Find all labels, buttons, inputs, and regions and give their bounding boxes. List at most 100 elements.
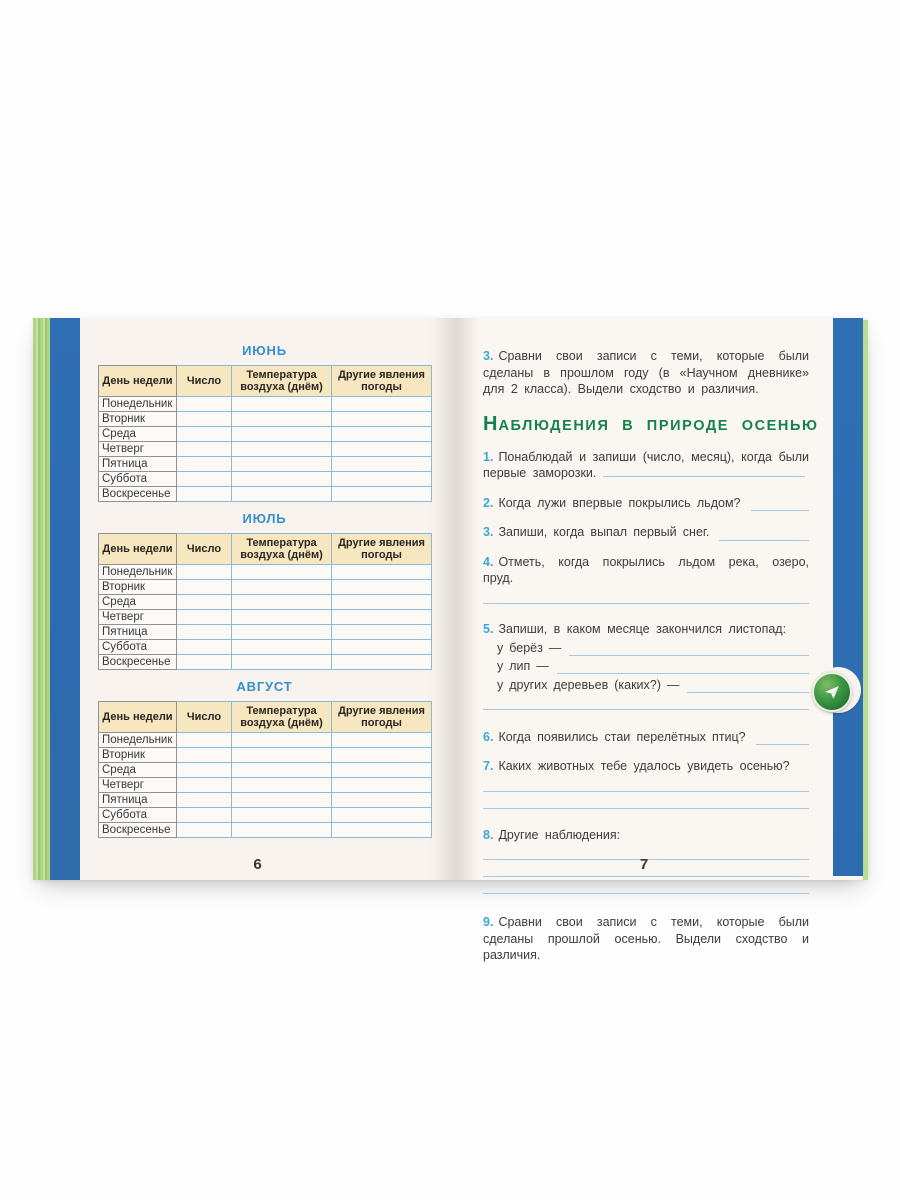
task-text: Каких животных тебе удалось увидеть осен… (498, 759, 790, 773)
task-number: 8. (483, 827, 494, 842)
subline-label: у лип — (497, 659, 549, 673)
blank-cell (176, 822, 232, 838)
blank-cell (176, 471, 232, 487)
blank-cell (231, 732, 332, 748)
task-number: 1. (483, 449, 494, 464)
task-text: Отметь, когда покрылись льдом река, озер… (483, 554, 809, 586)
header-row: День недели Число Температура воздуха (д… (98, 701, 432, 733)
blank-cell (176, 762, 232, 778)
blank-cell (176, 777, 232, 793)
col-header-temp: Температура воздуха (днём) (231, 701, 332, 733)
blank-cell (176, 441, 232, 457)
table-row: Вторник (98, 747, 432, 763)
blank-cell (331, 639, 432, 655)
weather-table-june: День недели Число Температура воздуха (д… (98, 365, 432, 502)
col-header-day: День недели (98, 365, 177, 397)
blank-cell (231, 579, 332, 595)
blank-cell (176, 486, 232, 502)
cover-edge-right (833, 318, 863, 876)
blank-cell (331, 732, 432, 748)
heading-rest: АБЛЮДЕНИЯ В ПРИРОДЕ ОСЕНЬЮ (498, 417, 819, 434)
blank-cell (331, 396, 432, 412)
blank-cell (231, 747, 332, 763)
month-title-august: АВГУСТ (236, 679, 293, 694)
page-number-right: 7 (639, 856, 649, 873)
header-row: День недели Число Температура воздуха (д… (98, 365, 432, 397)
task-number: 9. (483, 915, 494, 929)
task-text: 3. Запиши, когда выпал первый снег. (483, 525, 710, 539)
page-7: 3. Сравни свои записи с теми, которые был… (455, 318, 833, 962)
day-cell: Пятница (98, 624, 177, 640)
blank-cell (231, 411, 332, 427)
header-row: День недели Число Температура воздуха (д… (98, 533, 432, 565)
page-number-left: 6 (253, 856, 262, 873)
cover-edge-left (50, 318, 80, 880)
day-cell: Пятница (98, 456, 177, 472)
table-row: Суббота (98, 639, 432, 655)
blank-cell (231, 441, 332, 457)
day-cell: Четверг (98, 441, 177, 457)
day-cell: Вторник (98, 411, 177, 427)
task-number: 7. (483, 759, 494, 773)
table-row: Пятница (98, 624, 432, 640)
task-number: 3. (483, 349, 494, 363)
col-header-day: День недели (98, 533, 177, 565)
task-number: 3. (483, 525, 494, 539)
blank-cell (176, 792, 232, 808)
table-row: Среда (98, 762, 432, 778)
task-3-carryover: 3. Сравни свои записи с теми, которые был… (483, 348, 809, 398)
blank-cell (331, 807, 432, 823)
day-cell: Суббота (98, 471, 177, 487)
task-text: Сравни свои записи с теми, которые были … (483, 915, 809, 962)
blank-cell (231, 777, 332, 793)
col-header-other: Другие явления погоды (331, 365, 432, 397)
blank-cell (231, 762, 332, 778)
blank-cell (231, 594, 332, 610)
task-text: 2. Когда лужи впервые покрылись льдом? (483, 495, 741, 510)
page-edges-right (863, 320, 868, 880)
month-title-june: ИЮНЬ (242, 343, 287, 358)
table-row: Воскресенье (98, 822, 432, 838)
blank-cell (331, 456, 432, 472)
table-row: Среда (98, 594, 432, 610)
blank-cell (231, 396, 332, 412)
table-row: Воскресенье (98, 654, 432, 670)
blank-cell (331, 471, 432, 487)
blank-cell (231, 807, 332, 823)
task-4: 4. Отметь, когда покрылись льдом река, оз… (483, 554, 809, 587)
blank-cell (331, 762, 432, 778)
blank-cell (231, 654, 332, 670)
blank-cell (331, 654, 432, 670)
blank-cell (331, 411, 432, 427)
answer-line (750, 497, 809, 511)
day-cell: Четверг (98, 777, 177, 793)
answer-line (483, 859, 809, 860)
col-header-date: Число (176, 365, 232, 397)
blank-cell (176, 564, 232, 580)
task-6: 6. Когда появились стаи перелётных птиц? (483, 729, 809, 745)
blank-cell (331, 441, 432, 457)
blank-cell (331, 594, 432, 610)
answer-line (483, 893, 809, 894)
blank-cell (176, 426, 232, 442)
col-header-date: Число (176, 701, 232, 733)
blank-cell (176, 609, 232, 625)
table-row: Пятница (98, 792, 432, 808)
task-text: Сравни свои записи с теми, которые были … (483, 349, 809, 396)
blank-cell (331, 609, 432, 625)
answer-line (719, 527, 809, 541)
task-text: Понаблюдай и запиши (число, месяц), когд… (483, 449, 809, 481)
blank-cell (176, 654, 232, 670)
table-row: Пятница (98, 456, 432, 472)
task-2: 2. Когда лужи впервые покрылись льдом? (483, 495, 809, 511)
table-row: Четверг (98, 609, 432, 625)
blank-cell (176, 579, 232, 595)
task-7: 7. Каких животных тебе удалось увидеть ос… (483, 758, 809, 775)
blank-cell (176, 747, 232, 763)
blank-cell (176, 594, 232, 610)
blank-cell (176, 807, 232, 823)
col-header-temp: Температура воздуха (днём) (231, 533, 332, 565)
blank-cell (231, 792, 332, 808)
table-row: Понедельник (98, 396, 432, 412)
blank-cell (176, 732, 232, 748)
